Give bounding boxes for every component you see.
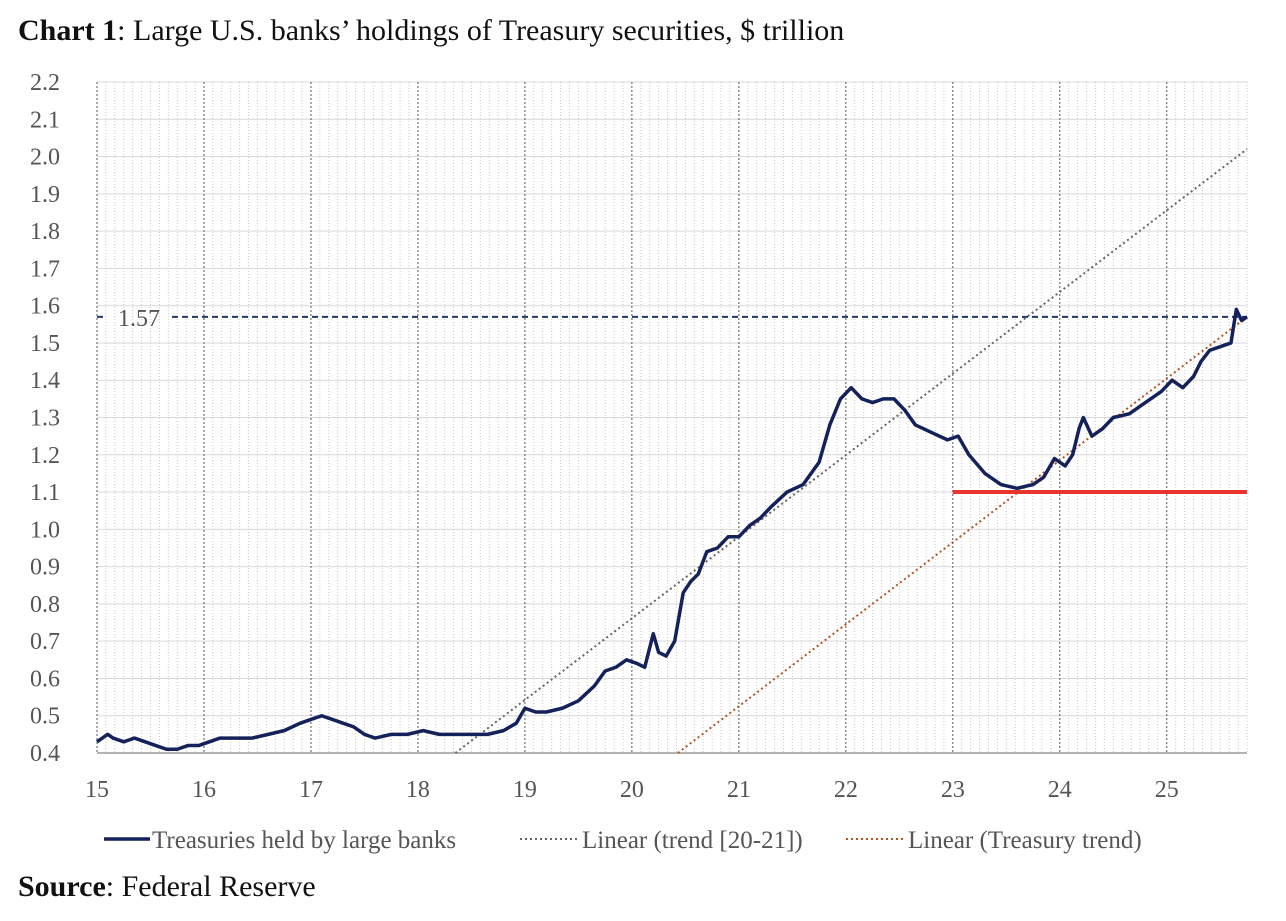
series-line-treasuries bbox=[95, 307, 1249, 752]
chart-title-rest: : Large U.S. banks’ holdings of Treasury… bbox=[117, 14, 845, 47]
y-tick-label: 0.6 bbox=[30, 666, 60, 692]
y-tick-label: 1.0 bbox=[30, 517, 60, 543]
source-text: : Federal Reserve bbox=[105, 870, 316, 903]
y-tick-label: 1.3 bbox=[30, 406, 60, 432]
x-tick-label: 17 bbox=[299, 777, 323, 803]
y-tick-label: 1.2 bbox=[30, 443, 60, 469]
y-tick-label: 2.2 bbox=[30, 70, 60, 96]
y-tick-label: 0.5 bbox=[30, 704, 60, 730]
y-tick-label: 0.9 bbox=[30, 555, 60, 581]
chart-title: Chart 1: Large U.S. banks’ holdings of T… bbox=[18, 14, 844, 48]
x-tick-label: 16 bbox=[192, 777, 216, 803]
trend-line-20-21 bbox=[454, 148, 1248, 754]
y-tick-label: 2.0 bbox=[30, 145, 60, 171]
y-tick-label: 2.1 bbox=[30, 107, 60, 133]
x-tick-label: 25 bbox=[1155, 777, 1179, 803]
x-tick-label: 22 bbox=[834, 777, 858, 803]
y-tick-label: 1.5 bbox=[30, 331, 60, 357]
chart-title-bold: Chart 1 bbox=[18, 14, 118, 47]
y-tick-label: 1.9 bbox=[30, 182, 60, 208]
reference-line-label: 1.57 bbox=[118, 306, 160, 332]
x-tick-label: 15 bbox=[85, 777, 109, 803]
x-tick-label: 20 bbox=[620, 777, 644, 803]
y-tick-label: 1.8 bbox=[30, 219, 60, 245]
trend-line-treasury bbox=[677, 316, 1248, 754]
legend-label: Linear (trend [20-21]) bbox=[582, 827, 803, 854]
y-tick-label: 1.4 bbox=[30, 368, 60, 394]
source-note: Source: Federal Reserve bbox=[18, 870, 316, 904]
y-tick-label: 0.7 bbox=[30, 629, 60, 655]
x-tick-label: 18 bbox=[406, 777, 430, 803]
x-tick-label: 24 bbox=[1048, 777, 1072, 803]
x-tick-label: 23 bbox=[941, 777, 965, 803]
y-tick-label: 1.1 bbox=[30, 480, 60, 506]
legend-label: Linear (Treasury trend) bbox=[908, 827, 1142, 854]
source-label-bold: Source bbox=[18, 870, 106, 903]
y-tick-label: 0.4 bbox=[30, 741, 60, 767]
y-tick-label: 0.8 bbox=[30, 592, 60, 618]
y-tick-label: 1.6 bbox=[30, 294, 60, 320]
x-tick-label: 19 bbox=[513, 777, 537, 803]
x-tick-label: 21 bbox=[727, 777, 751, 803]
y-tick-label: 1.7 bbox=[30, 256, 60, 282]
legend-label: Treasuries held by large banks bbox=[152, 827, 456, 854]
